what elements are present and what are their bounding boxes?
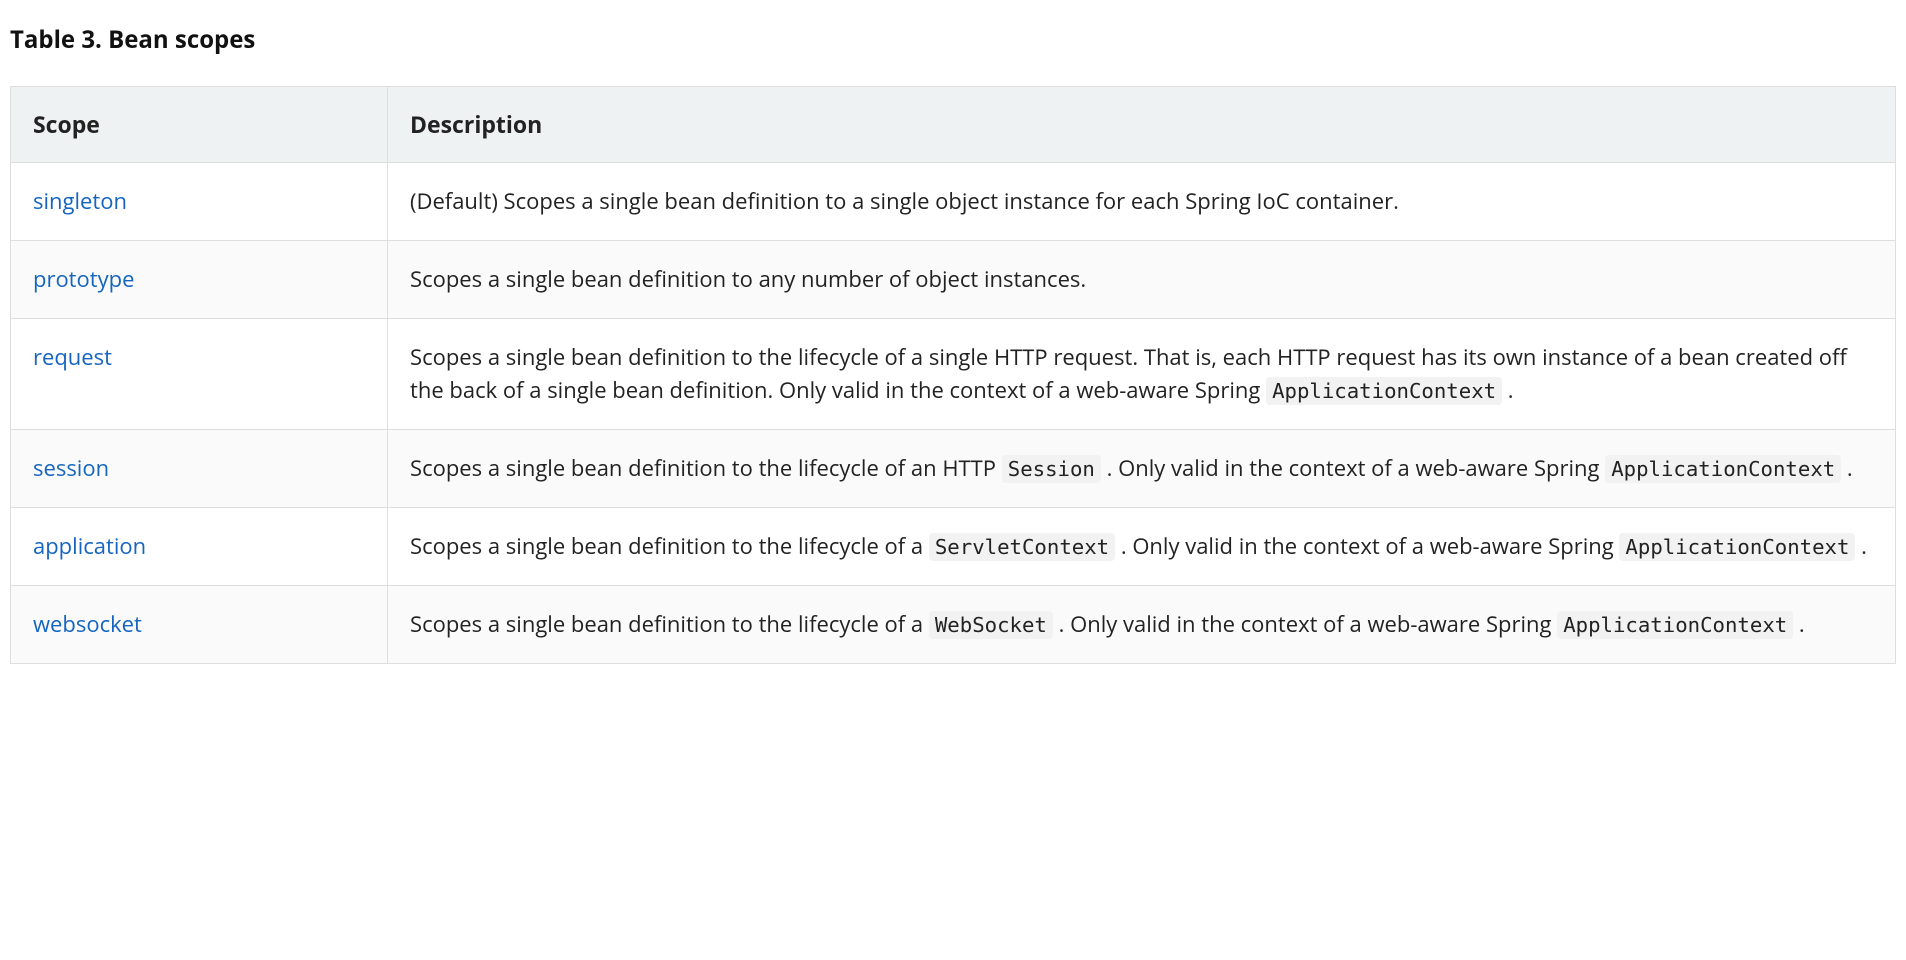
- description-cell: Scopes a single bean definition to any n…: [388, 240, 1896, 318]
- description-text: Scopes a single bean definition to the l…: [410, 531, 929, 561]
- scope-link-request[interactable]: request: [33, 342, 112, 372]
- description-text: . Only valid in the context of a web-awa…: [1115, 531, 1619, 561]
- code-literal: ApplicationContext: [1266, 377, 1502, 405]
- scope-cell: websocket: [11, 585, 388, 663]
- scope-cell: application: [11, 507, 388, 585]
- description-text: Scopes a single bean definition to the l…: [410, 453, 1002, 483]
- description-cell: Scopes a single bean definition to the l…: [388, 507, 1896, 585]
- description-text: .: [1793, 609, 1805, 639]
- column-header-description: Description: [388, 87, 1896, 163]
- description-cell: Scopes a single bean definition to the l…: [388, 318, 1896, 429]
- column-header-scope: Scope: [11, 87, 388, 163]
- description-text: Scopes a single bean definition to any n…: [410, 264, 1086, 294]
- code-literal: WebSocket: [929, 611, 1053, 639]
- description-cell: Scopes a single bean definition to the l…: [388, 429, 1896, 507]
- scope-cell: session: [11, 429, 388, 507]
- description-text: . Only valid in the context of a web-awa…: [1053, 609, 1557, 639]
- description-cell: (Default) Scopes a single bean definitio…: [388, 162, 1896, 240]
- code-literal: ApplicationContext: [1605, 455, 1841, 483]
- scope-link-session[interactable]: session: [33, 453, 109, 483]
- code-literal: ApplicationContext: [1619, 533, 1855, 561]
- description-text: Scopes a single bean definition to the l…: [410, 342, 1847, 405]
- scope-cell: singleton: [11, 162, 388, 240]
- table-row: request Scopes a single bean definition t…: [11, 318, 1896, 429]
- scope-cell: prototype: [11, 240, 388, 318]
- code-literal: Session: [1002, 455, 1101, 483]
- table-row: websocket Scopes a single bean definition…: [11, 585, 1896, 663]
- table-caption: Table 3. Bean scopes: [10, 22, 1896, 58]
- description-text: (Default) Scopes a single bean definitio…: [410, 186, 1399, 216]
- table-row: session Scopes a single bean definition t…: [11, 429, 1896, 507]
- scope-link-singleton[interactable]: singleton: [33, 186, 127, 216]
- scope-cell: request: [11, 318, 388, 429]
- table-row: application Scopes a single bean definiti…: [11, 507, 1896, 585]
- scope-link-websocket[interactable]: websocket: [33, 609, 142, 639]
- code-literal: ServletContext: [929, 533, 1115, 561]
- description-text: .: [1502, 375, 1514, 405]
- description-text: Scopes a single bean definition to the l…: [410, 609, 929, 639]
- description-cell: Scopes a single bean definition to the l…: [388, 585, 1896, 663]
- scope-link-prototype[interactable]: prototype: [33, 264, 134, 294]
- bean-scopes-table: Scope Description singleton (Default) Sco…: [10, 86, 1896, 664]
- scope-link-application[interactable]: application: [33, 531, 146, 561]
- description-text: . Only valid in the context of a web-awa…: [1101, 453, 1605, 483]
- description-text: .: [1855, 531, 1867, 561]
- table-row: singleton (Default) Scopes a single bean …: [11, 162, 1896, 240]
- table-row: prototype Scopes a single bean definition…: [11, 240, 1896, 318]
- code-literal: ApplicationContext: [1557, 611, 1793, 639]
- description-text: .: [1841, 453, 1853, 483]
